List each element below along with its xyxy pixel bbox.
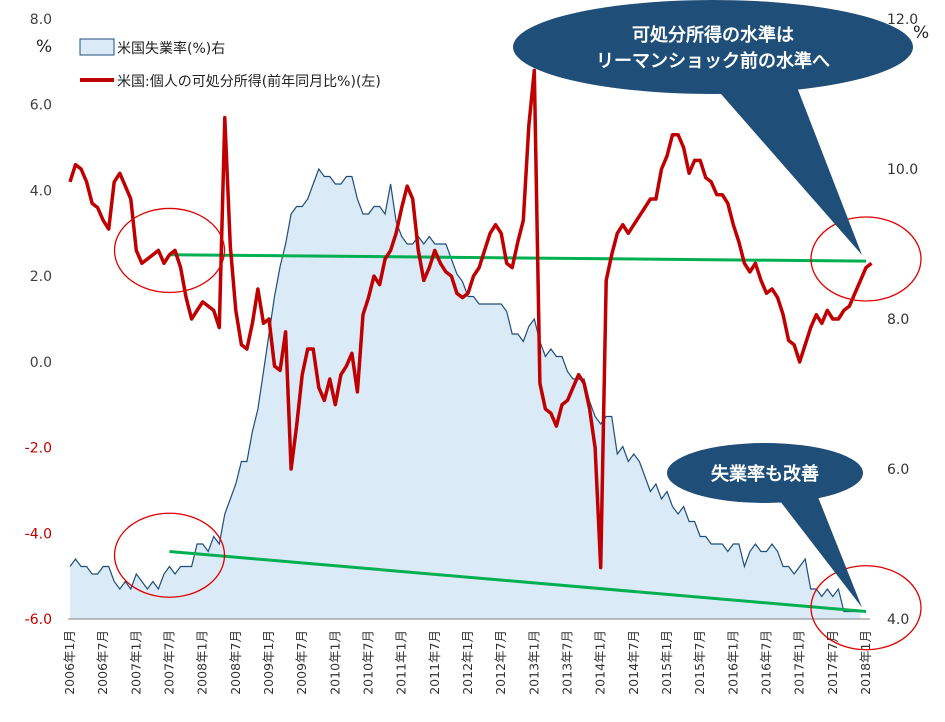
- highlight-circle-0: [113, 207, 226, 294]
- callout-pointer: [770, 482, 862, 608]
- x-tick-label: 2014年1月: [593, 630, 608, 695]
- x-tick-label: 2010年7月: [361, 630, 376, 695]
- callout-text-line: リーマンショック前の水準へ: [596, 50, 830, 72]
- trend-line-1: [169, 550, 867, 613]
- right-tick-label: 12.0: [887, 12, 918, 28]
- callout-1: 失業率も改善: [667, 443, 863, 608]
- x-tick-label: 2013年1月: [526, 630, 541, 695]
- legend-swatch-unemployment: [79, 38, 115, 56]
- legend-label-unemployment: 米国失業率(%)右: [117, 40, 225, 57]
- left-tick-label: 2.0: [30, 269, 52, 285]
- x-tick-label: 2012年7月: [493, 630, 508, 695]
- right-tick-label: 10.0: [887, 162, 918, 178]
- x-tick-label: 2015年1月: [659, 630, 674, 695]
- x-tick-label: 2006年1月: [62, 630, 77, 695]
- trend-line-layer: [169, 253, 867, 613]
- axis-layer: % %: [36, 23, 929, 620]
- callout-text-line: 失業率も改善: [711, 463, 819, 485]
- income-series-line: [68, 68, 873, 570]
- x-axis-ticks: 2006年1月 2006年7月 2007年1月 2007年7月 2008年1月 2008年…: [62, 630, 873, 695]
- right-axis-ticks: 12.0 10.0 8.0 6.0 4.0: [887, 12, 918, 628]
- trend-line-0: [169, 253, 867, 263]
- left-tick-label: -6.0: [25, 612, 52, 628]
- highlight-circle-3: [810, 565, 922, 651]
- left-tick-label: 4.0: [30, 183, 52, 199]
- x-tick-label: 2016年7月: [759, 630, 774, 695]
- x-tick-label: 2010年1月: [327, 630, 342, 695]
- callout-pointer: [700, 70, 862, 255]
- legend-label-income: 米国:個人の可処分所得(前年同月比%)(左): [117, 73, 381, 90]
- x-tick-label: 2016年1月: [725, 630, 740, 695]
- x-tick-label: 2006年7月: [95, 630, 110, 695]
- legend: 米国失業率(%)右 米国:個人の可処分所得(前年同月比%)(左): [79, 38, 381, 90]
- highlight-circle-1: [113, 512, 226, 598]
- right-tick-label: 4.0: [887, 612, 909, 628]
- x-tick-label: 2007年1月: [128, 630, 143, 695]
- left-tick-label: -2.0: [25, 441, 52, 457]
- x-tick-label: 2009年1月: [261, 630, 276, 695]
- callout-bubble: [513, 0, 913, 94]
- left-axis-ticks: 8.0 6.0 4.0 2.0 0.0 -2.0 -4.0 -6.0: [25, 12, 52, 628]
- highlight-circle-layer: [113, 207, 922, 651]
- x-tick-label: 2017年7月: [825, 630, 840, 695]
- right-tick-label: 8.0: [887, 312, 909, 328]
- left-tick-label: 8.0: [30, 12, 52, 28]
- x-tick-label: 2012年1月: [460, 630, 475, 695]
- x-tick-label: 2015年7月: [692, 630, 707, 695]
- x-tick-label: 2017年1月: [792, 630, 807, 695]
- left-tick-label: -4.0: [25, 526, 52, 542]
- unemployment-area-fill: [70, 169, 861, 619]
- callout-text-line: 可処分所得の水準は: [632, 24, 794, 46]
- left-tick-label: 6.0: [30, 98, 52, 114]
- callout-bubble: [667, 443, 863, 503]
- income-line-layer: [68, 68, 873, 570]
- x-tick-label: 2009年7月: [294, 630, 309, 695]
- x-tick-label: 2011年7月: [427, 630, 442, 695]
- x-tick-label: 2008年7月: [228, 630, 243, 695]
- left-tick-label: 0.0: [30, 355, 52, 371]
- unemployment-area-layer: [69, 167, 861, 619]
- x-tick-label: 2011年1月: [394, 630, 409, 695]
- x-tick-label: 2014年7月: [626, 630, 641, 695]
- left-axis-unit: %: [36, 37, 52, 57]
- right-axis-unit: %: [913, 23, 929, 43]
- x-tick-label: 2013年7月: [560, 630, 575, 695]
- x-tick-label: 2018年1月: [858, 630, 873, 695]
- x-tick-label: 2007年7月: [162, 630, 177, 695]
- x-tick-label: 2008年1月: [195, 630, 210, 695]
- right-tick-label: 6.0: [887, 462, 909, 478]
- highlight-circle-2: [810, 216, 922, 302]
- unemployment-series-line: [69, 167, 861, 613]
